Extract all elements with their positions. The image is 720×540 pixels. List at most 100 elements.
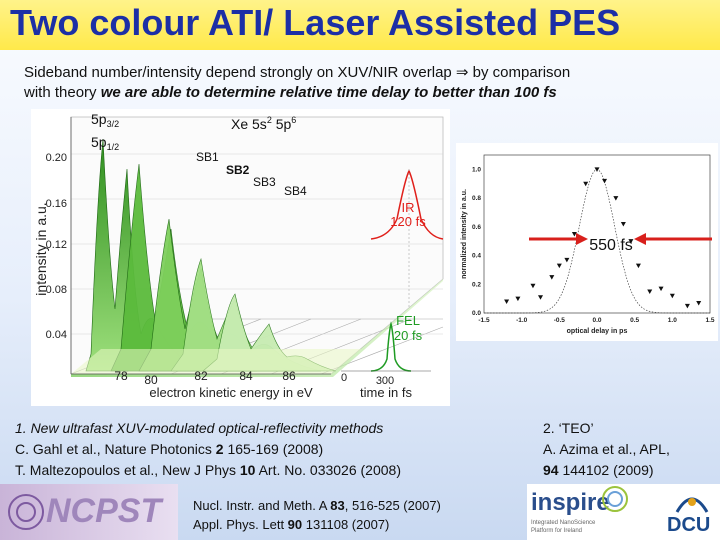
x-tick-label: 84 [239,369,253,383]
sideband-label-sb2: SB2 [226,163,250,177]
reference-citation: T. Maltezopoulos et al., New J Phys 10 A… [15,462,401,478]
time-tick-label: 300 [376,375,394,387]
data-point [530,283,536,289]
data-point [635,263,641,269]
sideband-spectra-figure: 0.04 0.08 0.12 0.16 0.20 intensity in a.… [31,109,450,406]
cross-correlation-svg: -1.5 -1.0 -0.5 0.0 0.5 1.0 1.5 0.0 0.2 0.4 0.6 0.8… [461,154,715,335]
y-tick-label: 0.6 [472,224,481,231]
fel-label: FEL [396,313,420,328]
cross-correlation-figure: -1.5 -1.0 -0.5 0.0 0.5 1.0 1.5 0.0 0.2 0.4 0.6 0.8… [456,143,718,341]
data-point [571,232,577,237]
ncpst-wordmark: NCPST [46,492,162,530]
data-points [504,167,702,309]
fwhm-arrowhead-right [634,233,646,245]
inspire-logo: inspire [531,489,610,516]
data-point [613,196,619,201]
y-tick-labels: 0.0 0.2 0.4 0.6 0.8 1.0 [472,166,481,317]
data-point [669,293,675,299]
y-tick-label: 1.0 [472,166,481,173]
inspire-subtitle: Integrated NanoScience [531,520,596,526]
data-point [658,286,664,292]
y-tick-label: 0.8 [472,195,481,202]
x-tick-label: -1.0 [516,317,528,324]
data-point [594,167,600,172]
inspire-rings-icon [602,486,628,512]
sideband-label-sb4: SB4 [284,184,307,198]
data-point [696,300,702,306]
reference-title: 1. New ultrafast XUV-modulated optical-r… [15,420,384,436]
reference-citation: 94 144102 (2009) [543,462,654,478]
y-tick-label: 0.04 [46,329,67,341]
sideband-label-sb3: SB3 [253,175,276,189]
implies-symbol: ⇒ [455,64,469,81]
x-tick-label: -1.5 [478,317,490,324]
reference-citation: A. Azima et al., APL, [543,441,670,457]
y-tick-label: 0.4 [472,253,481,260]
ir-label: IR [402,200,415,215]
time-axis-label: time in fs [360,385,413,400]
data-point [684,303,690,309]
subtitle-text-3: with theory [24,84,101,101]
x-tick-label: 86 [282,369,296,383]
reference-block-2: 2. ‘TEO’ A. Azima et al., APL, 94 144102… [543,418,670,481]
peak-label-5p32: 5p3/2 [91,111,119,129]
subtitle-emphasis: we are able to determine relative time d… [100,84,557,101]
inspire-subtitle: Platform for Ireland [531,528,583,534]
xe-configuration-label: Xe 5s2 5p6 [231,115,296,132]
ncpst-logo: NCPST [0,484,178,540]
data-point [504,299,510,305]
ncpst-emblem-icon [8,494,44,530]
plot-frame [483,154,711,314]
reference-title: 2. ‘TEO’ [543,420,594,436]
y-tick-label: 0.0 [472,310,481,317]
reference-block-1: 1. New ultrafast XUV-modulated optical-r… [15,418,401,481]
fwhm-label: 550 fs [589,237,633,254]
x-tick-labels: -1.5 -1.0 -0.5 0.0 0.5 1.0 1.5 [478,317,714,324]
fwhm-arrowhead-left [576,233,588,245]
y-tick-label: 0.20 [46,152,67,164]
y-tick-label: 0.16 [46,198,67,210]
title-bar: Two colour ATI/ Laser Assisted PES [0,0,720,50]
x-tick-label: 1.0 [668,317,677,324]
data-point [620,221,626,227]
data-point [515,296,521,302]
peak-label-5p12: 5p1/2 [91,134,119,152]
data-point [549,275,555,280]
sideband-label-sb1: SB1 [196,150,219,164]
data-point [647,289,653,294]
subtitle-text-2: by comparison [468,64,571,81]
partner-logos: inspire Integrated NanoScience Platform … [527,484,720,540]
data-point [538,295,543,300]
x-tick-label: -0.5 [554,317,566,324]
dcu-emblem-icon [675,497,709,513]
fel-duration-label: 20 fs [394,328,423,343]
ir-duration-label: 120 fs [390,214,426,229]
y-axis-label: normalized intensity in a.u. [461,189,468,279]
x-tick-label: 1.5 [705,317,714,324]
data-point [564,257,570,263]
y-tick-label: 0.2 [472,281,481,288]
sideband-spectra-svg: 0.04 0.08 0.12 0.16 0.20 intensity in a.… [33,111,444,400]
floor-highlight [71,349,361,374]
y-axis-label: intensity in a.u. [33,202,49,295]
y-tick-label: 0.12 [46,239,67,251]
x-axis-label: electron kinetic energy in eV [149,385,313,400]
reference-citation: C. Gahl et al., Nature Photonics 2 165-1… [15,441,324,457]
footer-citations: Nucl. Instr. and Meth. A 83, 516-525 (20… [193,496,441,534]
data-point [583,181,589,187]
subtitle: Sideband number/intensity depend strongl… [24,63,714,103]
x-tick-label: 78 [114,369,128,383]
x-tick-label: 0.0 [592,317,601,324]
time-tick-label: 0 [341,372,347,384]
x-tick-label: 82 [194,369,208,383]
x-tick-labels: 78 80 82 84 86 [114,369,296,387]
footer-citation: Nucl. Instr. and Meth. A 83, 516-525 (20… [193,498,441,513]
x-tick-label: 0.5 [630,317,639,324]
data-point [602,178,608,184]
y-tick-label: 0.08 [46,284,67,296]
footer-citation: Appl. Phys. Lett 90 131108 (2007) [193,517,390,532]
data-point [628,239,634,244]
page-title: Two colour ATI/ Laser Assisted PES [10,2,621,43]
data-point [556,263,562,269]
dcu-wordmark: DCU [667,514,711,536]
